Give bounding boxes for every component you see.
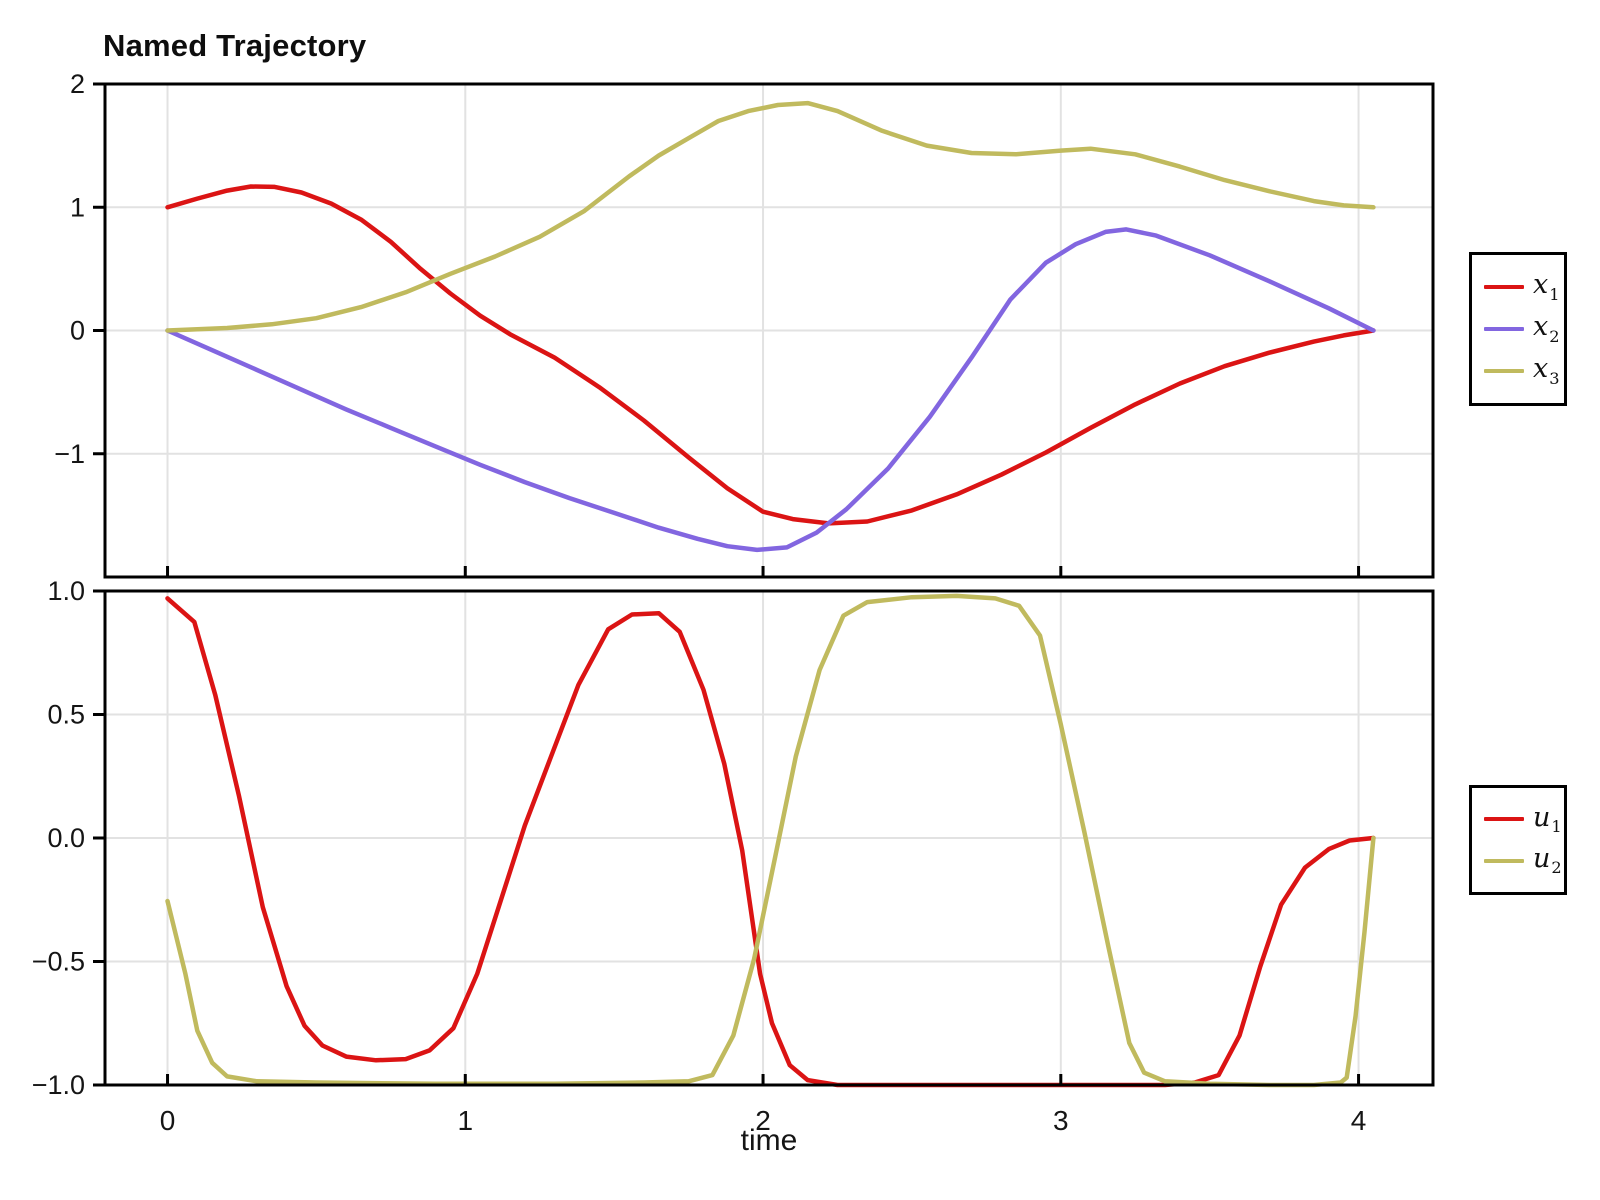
x1-line — [165, 184, 1376, 526]
x2-line-swatch — [1484, 326, 1524, 331]
y-tick-label: 1 — [70, 192, 85, 222]
legend-controls: u1 u2 — [1469, 785, 1567, 895]
legend-item-x3: x3 — [1472, 355, 1564, 387]
legend-item-u1: u1 — [1472, 804, 1564, 836]
x-tick-label: 2 — [755, 1105, 771, 1136]
legend-states: x1 x2 x3 — [1469, 252, 1567, 406]
x-tick-label: 1 — [457, 1105, 473, 1136]
legend-label-u1: u1 — [1533, 801, 1562, 837]
legend-label-x1: x1 — [1533, 269, 1560, 304]
x-tick-label: 4 — [1351, 1105, 1367, 1136]
x-tick-label: 0 — [160, 1105, 176, 1136]
y-tick-label: 0 — [70, 316, 85, 346]
y-tick-label: −0.5 — [32, 947, 85, 977]
y-tick-label: −1 — [54, 439, 85, 469]
legend-item-u2: u2 — [1472, 845, 1564, 877]
u1-line-swatch — [1484, 817, 1524, 822]
u2-line-swatch — [1484, 858, 1524, 863]
u1-line — [165, 596, 1376, 1088]
y-tick-label: 0.5 — [47, 700, 85, 730]
y-tick-label: 2 — [70, 69, 85, 99]
x-tick-label: 3 — [1053, 1105, 1069, 1136]
legend-item-x1: x1 — [1472, 271, 1564, 303]
legend-label-x3: x3 — [1533, 353, 1560, 388]
legend-label-x2: x2 — [1533, 311, 1560, 346]
x2-line — [165, 227, 1376, 553]
x-axis-title: time — [740, 1124, 798, 1157]
legend-label-u2: u2 — [1533, 842, 1562, 878]
x1-line-swatch — [1484, 285, 1524, 290]
page-title: Named Trajectory — [103, 28, 367, 63]
x3-line-swatch — [1484, 368, 1524, 373]
legend-item-x2: x2 — [1472, 313, 1564, 345]
y-tick-label: −1.0 — [32, 1070, 85, 1100]
x3-line — [165, 100, 1376, 333]
y-tick-label: 0.0 — [47, 823, 85, 853]
y-tick-label: 1.0 — [47, 576, 85, 606]
